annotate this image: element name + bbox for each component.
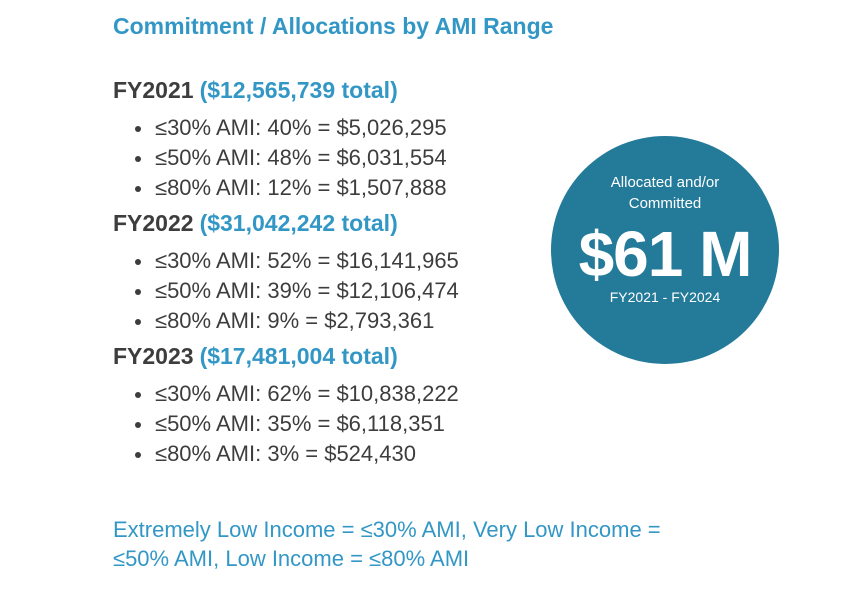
page-title: Commitment / Allocations by AMI Range: [113, 13, 554, 39]
list-item: ≤80% AMI: 12% = $1,507,888: [135, 173, 553, 203]
allocation-text: ≤50% AMI: 48% = $6,031,554: [155, 145, 447, 170]
allocation-text: ≤30% AMI: 40% = $5,026,295: [155, 115, 447, 140]
list-item: ≤30% AMI: 52% = $16,141,965: [135, 246, 553, 276]
allocation-text: ≤80% AMI: 3% = $524,430: [155, 441, 416, 466]
year-list: FY2021 ($12,565,739 total) ≤30% AMI: 40% …: [113, 73, 553, 472]
year-block-fy2023: FY2023 ($17,481,004 total) ≤30% AMI: 62% …: [113, 339, 553, 469]
summary-amount: $61 M: [578, 218, 753, 290]
year-total: ($31,042,242 total): [199, 210, 398, 236]
year-heading: FY2021 ($12,565,739 total): [113, 73, 553, 107]
bullet-icon: [135, 259, 141, 265]
list-item: ≤50% AMI: 39% = $12,106,474: [135, 276, 553, 306]
allocation-list: ≤30% AMI: 52% = $16,141,965 ≤50% AMI: 39…: [113, 246, 553, 336]
list-item: ≤80% AMI: 9% = $2,793,361: [135, 306, 553, 336]
list-item: ≤50% AMI: 48% = $6,031,554: [135, 143, 553, 173]
allocation-text: ≤50% AMI: 39% = $12,106,474: [155, 278, 459, 303]
summary-caption: Allocated and/or Committed: [610, 174, 720, 212]
bullet-icon: [135, 422, 141, 428]
year-block-fy2021: FY2021 ($12,565,739 total) ≤30% AMI: 40% …: [113, 73, 553, 203]
list-item: ≤50% AMI: 35% = $6,118,351: [135, 409, 553, 439]
year-block-fy2022: FY2022 ($31,042,242 total) ≤30% AMI: 52% …: [113, 206, 553, 336]
bullet-icon: [135, 126, 141, 132]
bullet-icon: [135, 156, 141, 162]
year-label: FY2022: [113, 210, 194, 236]
bullet-icon: [135, 186, 141, 192]
allocation-text: ≤30% AMI: 62% = $10,838,222: [155, 381, 459, 406]
year-label: FY2021: [113, 77, 194, 103]
year-total: ($12,565,739 total): [199, 77, 398, 103]
allocation-text: ≤80% AMI: 12% = $1,507,888: [155, 175, 447, 200]
allocation-text: ≤30% AMI: 52% = $16,141,965: [155, 248, 459, 273]
allocation-text: ≤50% AMI: 35% = $6,118,351: [155, 411, 445, 436]
allocation-list: ≤30% AMI: 62% = $10,838,222 ≤50% AMI: 35…: [113, 379, 553, 469]
allocation-text: ≤80% AMI: 9% = $2,793,361: [155, 308, 435, 333]
summary-range: FY2021 - FY2024: [609, 289, 721, 305]
year-total: ($17,481,004 total): [199, 343, 398, 369]
list-item: ≤80% AMI: 3% = $524,430: [135, 439, 553, 469]
bullet-icon: [135, 392, 141, 398]
bullet-icon: [135, 452, 141, 458]
bullet-icon: [135, 289, 141, 295]
list-item: ≤30% AMI: 40% = $5,026,295: [135, 113, 553, 143]
year-heading: FY2023 ($17,481,004 total): [113, 339, 553, 373]
year-label: FY2023: [113, 343, 194, 369]
summary-circle: Allocated and/or Committed $61 M FY2021 …: [551, 136, 779, 364]
list-item: ≤30% AMI: 62% = $10,838,222: [135, 379, 553, 409]
bullet-icon: [135, 319, 141, 325]
year-heading: FY2022 ($31,042,242 total): [113, 206, 553, 240]
income-definitions: Extremely Low Income = ≤30% AMI, Very Lo…: [113, 517, 661, 571]
allocation-list: ≤30% AMI: 40% = $5,026,295 ≤50% AMI: 48%…: [113, 113, 553, 203]
